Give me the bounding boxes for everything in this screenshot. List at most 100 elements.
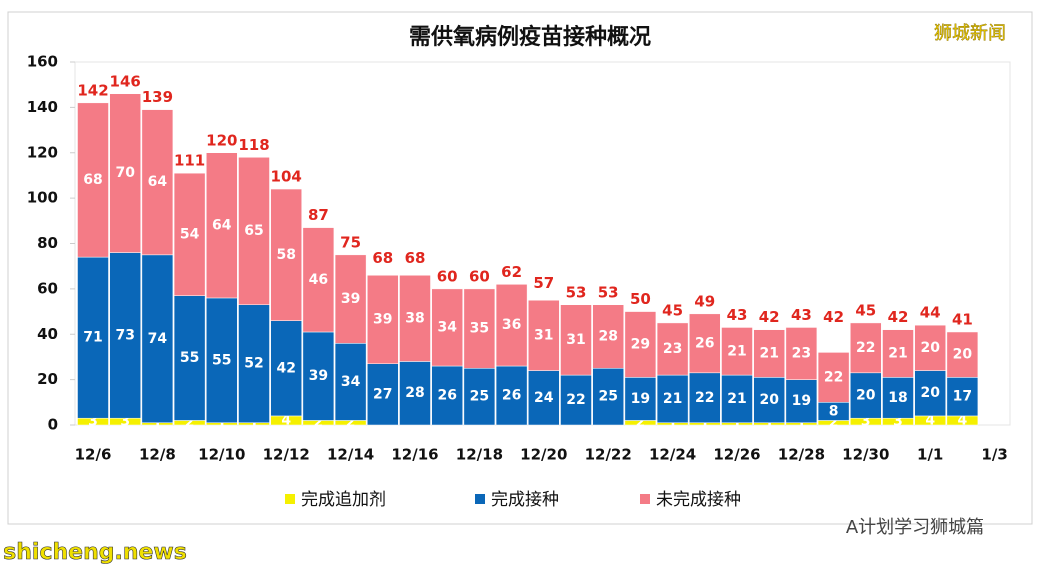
total-label: 53 bbox=[598, 283, 619, 301]
legend-label: 完成追加剂 bbox=[301, 490, 386, 510]
bar-segment bbox=[850, 322, 882, 374]
bar-segment bbox=[206, 297, 238, 423]
total-label: 146 bbox=[110, 72, 141, 90]
data-label: 25 bbox=[470, 389, 489, 405]
data-label: 21 bbox=[727, 391, 746, 407]
bar-segment bbox=[689, 372, 721, 423]
data-label: 21 bbox=[888, 346, 907, 362]
bar-segment bbox=[914, 324, 946, 371]
data-label: 22 bbox=[695, 390, 714, 406]
data-label: 65 bbox=[244, 223, 263, 239]
data-label: 2 bbox=[185, 415, 195, 431]
bar-segment bbox=[399, 275, 431, 362]
data-label: 22 bbox=[566, 392, 585, 408]
data-label: 17 bbox=[953, 389, 972, 405]
x-tick-label: 1/3 bbox=[981, 446, 1007, 464]
total-label: 120 bbox=[206, 131, 237, 149]
bar-segment bbox=[592, 304, 624, 369]
legend-swatch bbox=[285, 494, 295, 504]
total-label: 139 bbox=[142, 88, 173, 106]
x-tick-label: 12/24 bbox=[649, 446, 696, 464]
total-label: 53 bbox=[566, 283, 587, 301]
total-label: 45 bbox=[662, 301, 683, 319]
data-label: 4 bbox=[925, 412, 935, 428]
total-label: 111 bbox=[174, 152, 205, 170]
data-label: 64 bbox=[148, 174, 168, 190]
bar-segment bbox=[238, 304, 270, 423]
data-label: 28 bbox=[598, 329, 617, 345]
data-label: 55 bbox=[212, 352, 231, 368]
bar-segment bbox=[334, 254, 367, 344]
data-label: 20 bbox=[953, 347, 973, 363]
total-label: 41 bbox=[952, 310, 973, 328]
data-label: 1 bbox=[732, 416, 742, 432]
total-label: 44 bbox=[920, 304, 941, 322]
legend-label: 未完成接种 bbox=[656, 490, 741, 510]
total-label: 42 bbox=[823, 308, 844, 326]
data-label: 23 bbox=[663, 341, 682, 357]
bar-segment bbox=[270, 320, 302, 417]
y-tick-label: 80 bbox=[37, 234, 58, 252]
data-label: 74 bbox=[148, 331, 168, 347]
data-label: 24 bbox=[534, 390, 554, 406]
bar-segment bbox=[946, 331, 979, 378]
data-label: 1 bbox=[668, 416, 678, 432]
data-label: 68 bbox=[83, 172, 102, 188]
total-label: 57 bbox=[533, 274, 554, 292]
data-label: 21 bbox=[663, 391, 682, 407]
bar-segment bbox=[302, 331, 335, 421]
x-tick-label: 12/14 bbox=[327, 446, 374, 464]
bar-segment bbox=[656, 322, 689, 376]
x-tick-label: 12/18 bbox=[456, 446, 503, 464]
bar-segment bbox=[624, 311, 657, 378]
data-label: 8 bbox=[829, 403, 839, 419]
y-tick-label: 40 bbox=[37, 325, 58, 343]
legend-swatch bbox=[475, 494, 485, 504]
x-tick-label: 1/1 bbox=[917, 446, 943, 464]
data-label: 1 bbox=[249, 416, 259, 432]
data-label: 58 bbox=[276, 247, 295, 263]
data-label: 3 bbox=[893, 414, 903, 430]
total-label: 87 bbox=[308, 206, 329, 224]
bar-segment bbox=[495, 284, 528, 367]
total-label: 50 bbox=[630, 290, 651, 308]
bar-segment bbox=[817, 352, 850, 403]
bar-segment bbox=[431, 365, 463, 426]
bar-segment bbox=[689, 313, 721, 374]
data-label: 22 bbox=[824, 369, 843, 385]
bar-segment bbox=[141, 254, 174, 423]
data-label: 36 bbox=[502, 317, 521, 333]
data-label: 39 bbox=[341, 291, 360, 307]
data-label: 1 bbox=[153, 416, 163, 432]
x-tick-label: 12/10 bbox=[198, 446, 245, 464]
data-label: 22 bbox=[856, 340, 875, 356]
data-label: 1 bbox=[764, 416, 774, 432]
data-label: 2 bbox=[346, 415, 356, 431]
data-label: 27 bbox=[373, 386, 392, 402]
bar-segment bbox=[721, 327, 753, 376]
data-label: 1 bbox=[797, 416, 807, 432]
bar-segment bbox=[367, 363, 399, 426]
x-tick-label: 12/16 bbox=[391, 446, 438, 464]
bar-segment bbox=[528, 370, 560, 426]
bar-segment bbox=[495, 365, 528, 426]
data-label: 3 bbox=[120, 414, 130, 430]
data-label: 20 bbox=[920, 340, 940, 356]
bar-segment bbox=[109, 252, 141, 419]
total-label: 75 bbox=[340, 233, 361, 251]
bar-segment bbox=[463, 288, 496, 369]
x-tick-label: 12/28 bbox=[778, 446, 825, 464]
bar-segment bbox=[560, 304, 592, 376]
data-label: 73 bbox=[115, 327, 134, 343]
watermark: 狮城新闻 bbox=[934, 23, 1006, 44]
y-tick-label: 0 bbox=[48, 416, 58, 434]
bar-segment bbox=[206, 152, 238, 299]
total-label: 68 bbox=[372, 249, 393, 267]
x-tick-label: 12/6 bbox=[75, 446, 112, 464]
x-tick-label: 12/30 bbox=[842, 446, 889, 464]
total-label: 60 bbox=[469, 267, 490, 285]
data-label: 20 bbox=[856, 388, 876, 404]
total-label: 62 bbox=[501, 263, 522, 281]
data-label: 34 bbox=[341, 374, 361, 390]
